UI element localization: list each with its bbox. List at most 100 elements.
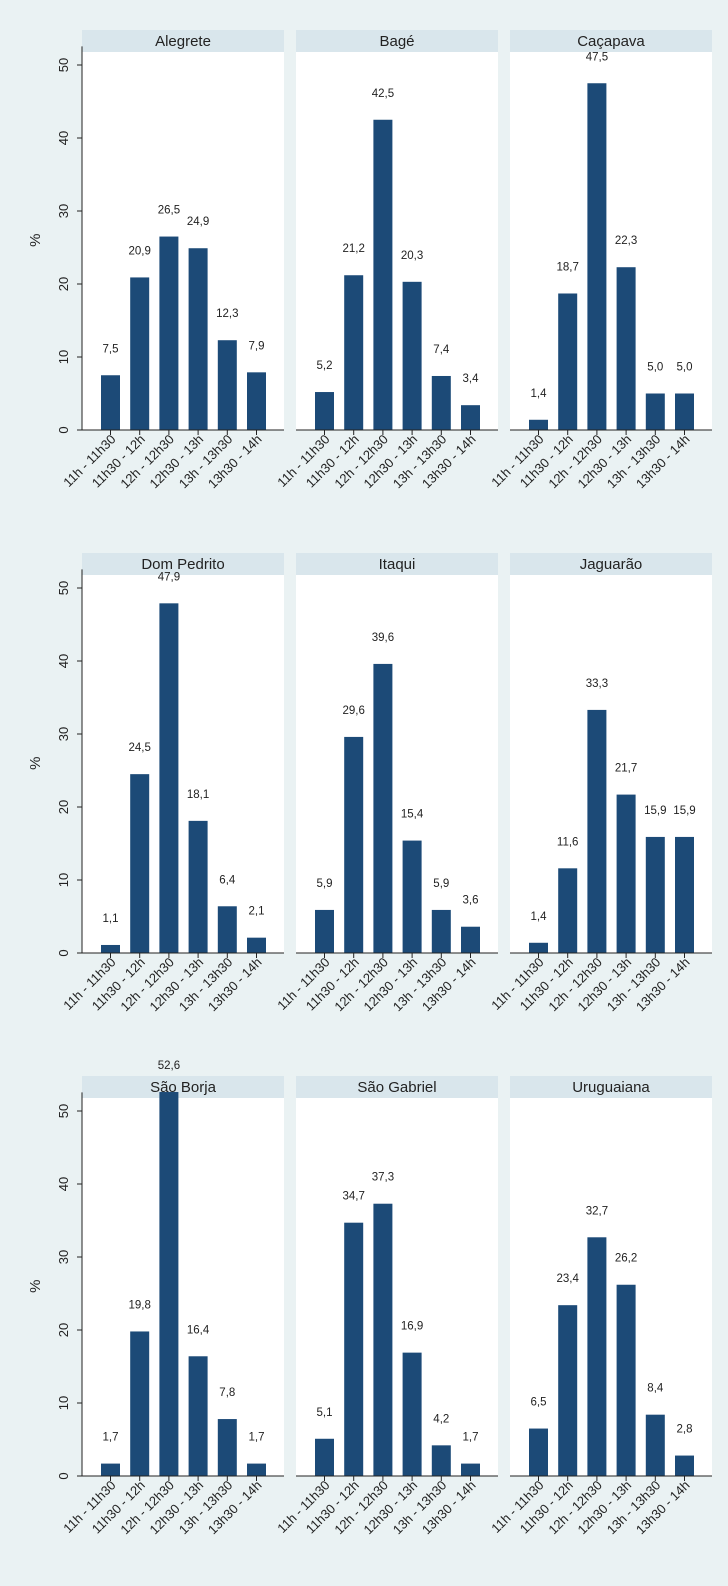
bar [558, 868, 578, 953]
panel-title-strip [296, 553, 498, 575]
y-axis-title: % [27, 234, 44, 247]
bar [159, 603, 179, 953]
panel-title: Caçapava [577, 33, 645, 50]
bar [431, 909, 451, 953]
bar [645, 836, 665, 953]
bar [373, 663, 393, 953]
bar [159, 236, 179, 430]
bar [558, 1305, 578, 1476]
bar-value-label: 21,2 [343, 243, 365, 255]
bar [217, 1419, 237, 1476]
panel-title: Uruguaiana [572, 1079, 650, 1096]
bar [529, 942, 548, 953]
bar [558, 293, 578, 430]
bar-value-label: 5,2 [317, 360, 333, 372]
bar-value-label: 1,4 [531, 388, 548, 400]
plot-area [296, 575, 498, 953]
bar [130, 277, 150, 430]
bar-value-label: 16,9 [401, 1321, 423, 1333]
bar [431, 1445, 451, 1476]
bar-value-label: 42,5 [372, 88, 394, 100]
panel-title-strip [296, 30, 498, 52]
bar-value-label: 23,4 [557, 1273, 580, 1285]
panel-title-strip [510, 30, 712, 52]
bar-value-label: 5,0 [677, 362, 693, 374]
bar [315, 392, 334, 430]
bar-value-label: 4,2 [433, 1413, 449, 1425]
bar [159, 1092, 179, 1476]
bar-value-label: 24,5 [129, 742, 151, 754]
panel-title: Bagé [379, 33, 414, 50]
bar-value-label: 1,4 [531, 911, 548, 923]
y-tick-label: 20 [56, 1323, 71, 1337]
bar [616, 267, 636, 430]
bar-value-label: 5,0 [647, 362, 663, 374]
bar [373, 1203, 393, 1476]
bar-value-label: 6,5 [531, 1397, 547, 1409]
panel-title: São Borja [150, 1079, 217, 1096]
panel-title: Dom Pedrito [141, 556, 224, 573]
bar [344, 1222, 364, 1476]
bar [101, 1463, 120, 1476]
y-tick-label: 50 [56, 58, 71, 72]
plot-area [82, 1098, 284, 1476]
bar [101, 944, 120, 953]
panel-title: Jaguarão [580, 556, 643, 573]
plot-area [296, 1098, 498, 1476]
panel-title-strip [82, 1076, 284, 1098]
bar-value-label: 19,8 [129, 1299, 151, 1311]
y-tick-label: 10 [56, 873, 71, 887]
bar-value-label: 24,9 [187, 216, 209, 228]
bar [130, 774, 150, 953]
panel-title-strip [510, 553, 712, 575]
y-tick-label: 10 [56, 1396, 71, 1410]
bar-value-label: 39,6 [372, 632, 394, 644]
bar-value-label: 26,2 [615, 1253, 637, 1265]
plot-area [82, 52, 284, 430]
bar [587, 1237, 607, 1476]
y-tick-label: 30 [56, 1250, 71, 1264]
bar-value-label: 52,6 [158, 1060, 180, 1072]
y-tick-label: 50 [56, 1104, 71, 1118]
panel-title-strip [82, 553, 284, 575]
plot-area [82, 575, 284, 953]
bar-value-label: 12,3 [216, 308, 238, 320]
bar-value-label: 21,7 [615, 763, 637, 775]
bar-value-label: 32,7 [586, 1205, 608, 1217]
y-axis-title: % [27, 757, 44, 770]
y-tick-label: 40 [56, 131, 71, 145]
bar-value-label: 3,6 [463, 895, 479, 907]
bar [344, 275, 364, 430]
plot-area [296, 52, 498, 430]
bar-value-label: 47,5 [586, 51, 608, 63]
bar-value-label: 34,7 [343, 1191, 365, 1203]
bar [529, 1428, 548, 1476]
y-tick-label: 20 [56, 277, 71, 291]
y-tick-label: 10 [56, 350, 71, 364]
bar-value-label: 20,9 [129, 245, 151, 257]
bar-value-label: 5,9 [433, 878, 449, 890]
bar [402, 1352, 422, 1476]
panel-title: São Gabriel [357, 1079, 436, 1096]
bar-value-label: 7,9 [249, 340, 265, 352]
bar-value-label: 18,1 [187, 789, 209, 801]
bar [616, 1284, 636, 1476]
y-tick-label: 0 [56, 426, 71, 433]
bar [529, 419, 548, 430]
bar-value-label: 1,1 [103, 913, 119, 925]
bar [431, 375, 451, 430]
bar-value-label: 22,3 [615, 235, 637, 247]
bar-value-label: 26,5 [158, 205, 180, 217]
y-tick-label: 30 [56, 727, 71, 741]
bar-value-label: 3,4 [463, 373, 480, 385]
bar [315, 1438, 334, 1476]
bar [217, 906, 237, 953]
bar [587, 709, 607, 953]
bar [675, 836, 694, 953]
